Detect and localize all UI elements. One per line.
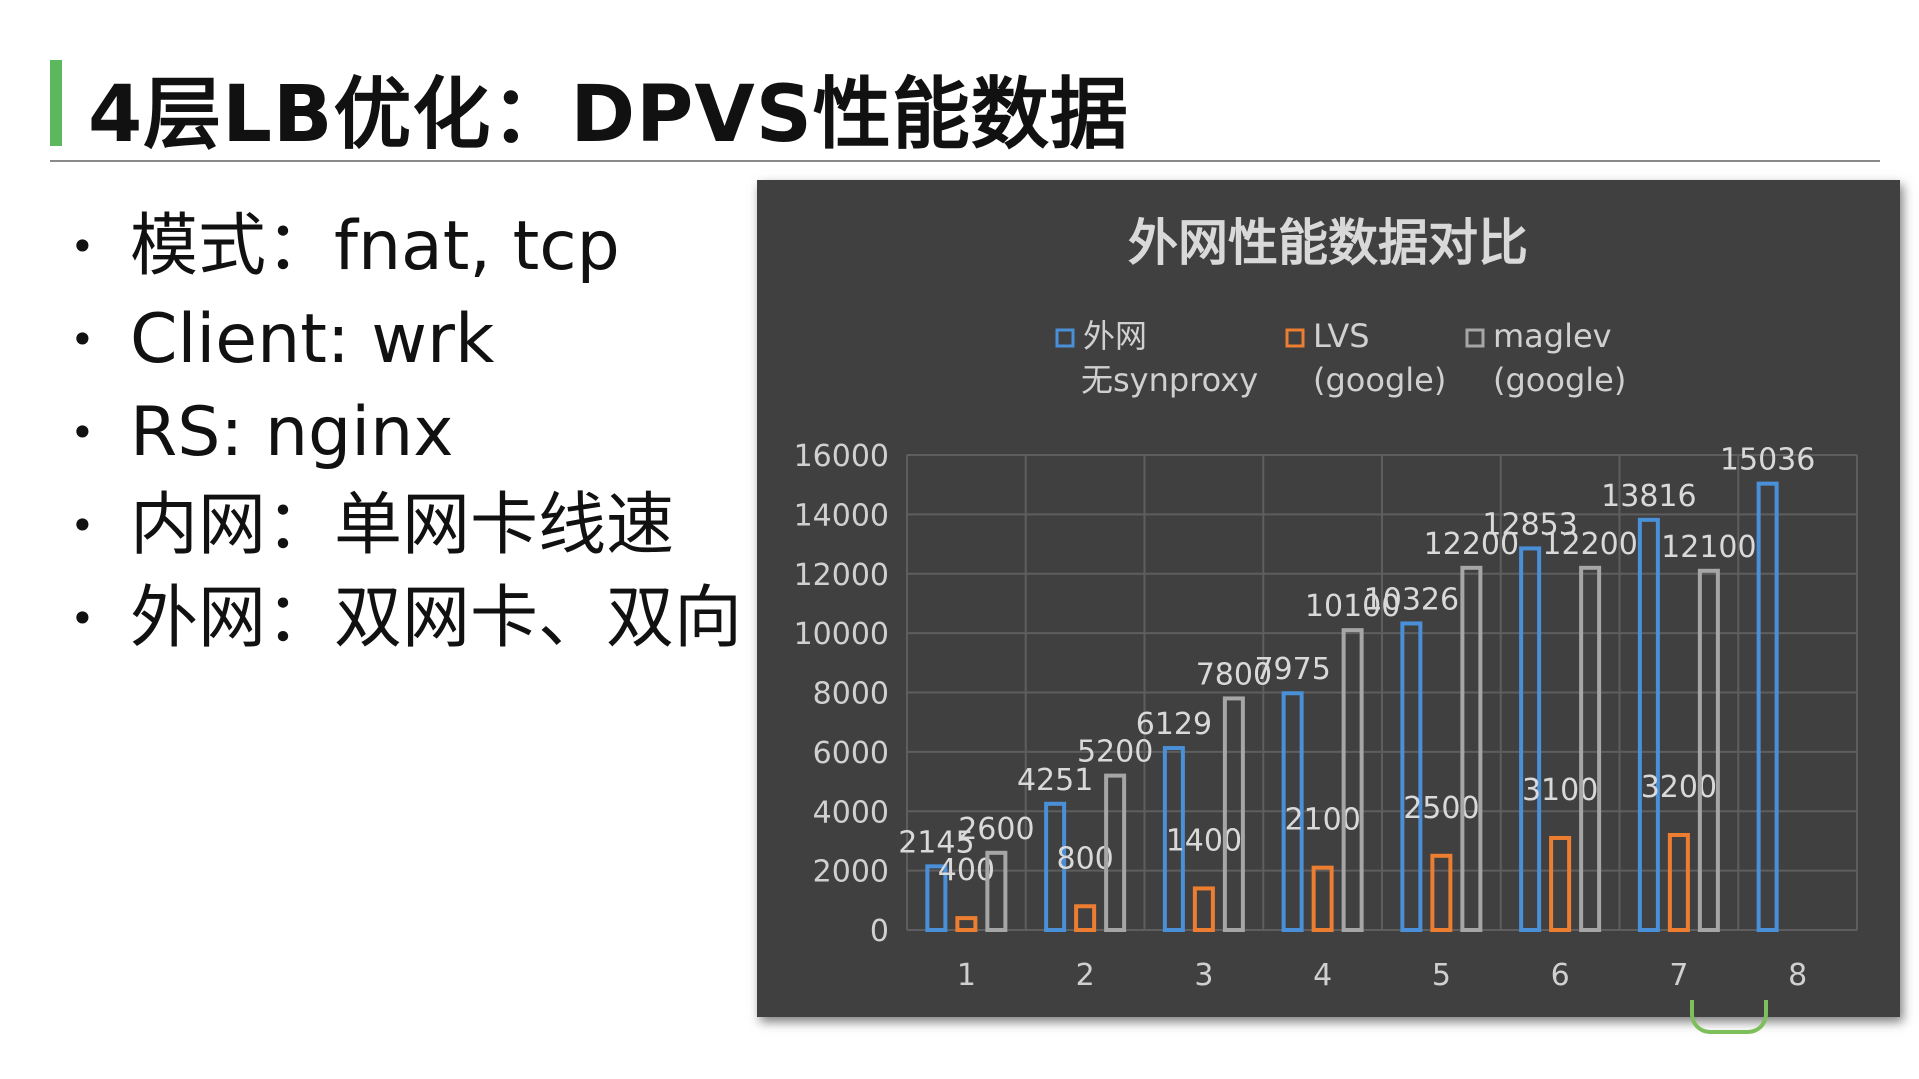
legend-swatch (1055, 328, 1075, 348)
data-label: 2145 (898, 825, 974, 860)
legend-label: 无synproxy (1081, 361, 1258, 399)
page-title: 4层LB优化：DPVS性能数据 (88, 70, 1129, 160)
bar-0 (1162, 746, 1185, 932)
bar-0 (925, 864, 948, 932)
data-label: 2500 (1403, 791, 1479, 826)
data-label: 3200 (1641, 770, 1717, 805)
bar-2 (1697, 568, 1720, 932)
chart-title: 外网性能数据对比 (1128, 214, 1528, 272)
bullet-text: 模式：fnat, tcp (130, 207, 620, 286)
y-tick-label: 10000 (794, 617, 889, 652)
data-label: 12853 (1482, 507, 1577, 542)
x-tick-label: 2 (1076, 958, 1095, 993)
bar-2 (985, 850, 1008, 932)
y-tick-label: 0 (870, 914, 889, 949)
legend-label: LVS (1313, 317, 1370, 355)
data-label: 10100 (1305, 589, 1400, 624)
legend-label: maglev (1493, 317, 1612, 355)
chart-panel: 外网性能数据对比 0 2000 4000 6000 8000 10000 12000 14000… (757, 180, 1900, 1017)
bar-1 (1074, 904, 1097, 932)
data-label: 5200 (1077, 735, 1153, 770)
bar-0 (1519, 546, 1542, 932)
bar-1 (955, 916, 978, 932)
y-tick-label: 6000 (813, 736, 889, 771)
data-label: 7800 (1196, 657, 1272, 692)
data-label: 2600 (958, 812, 1034, 847)
data-label: 12100 (1661, 530, 1756, 565)
y-tick-label: 4000 (813, 795, 889, 830)
x-tick-label: 8 (1788, 958, 1807, 993)
data-label: 13816 (1601, 479, 1696, 514)
bar-2 (1341, 628, 1364, 932)
data-label: 12200 (1424, 527, 1519, 562)
bullet-item: • 外网：双网卡、双向 (70, 572, 742, 665)
title-accent-bar (50, 60, 62, 146)
bar-0 (1044, 801, 1067, 933)
bar-chart: 外网性能数据对比 0 2000 4000 6000 8000 10000 12000 14000… (794, 214, 1858, 993)
title-divider (50, 160, 1880, 162)
data-label: 15036 (1720, 443, 1815, 478)
x-tick-label: 6 (1551, 958, 1570, 993)
bullet-text: Client: wrk (130, 300, 495, 379)
y-tick-label: 14000 (794, 498, 889, 533)
bar-0 (1756, 481, 1779, 932)
y-tick-label: 2000 (813, 855, 889, 890)
bullet-dot-icon: • (70, 222, 95, 271)
data-label: 6129 (1136, 707, 1212, 742)
bar-1 (1549, 835, 1572, 932)
data-label: 7975 (1254, 652, 1330, 687)
x-tick-label: 3 (1194, 958, 1213, 993)
y-tick-label: 12000 (794, 558, 889, 593)
bullet-text: RS: nginx (130, 393, 454, 472)
data-label: 12200 (1542, 527, 1637, 562)
x-tick-label: 7 (1669, 958, 1688, 993)
bullet-dot-icon: • (70, 501, 95, 550)
x-tick-label: 5 (1432, 958, 1451, 993)
bar-1 (1311, 865, 1334, 932)
bar-2 (1460, 565, 1483, 932)
legend-swatch (1285, 328, 1305, 348)
legend-label: 外网 (1083, 317, 1147, 355)
y-tick-label: 8000 (813, 677, 889, 712)
x-tick-label: 4 (1313, 958, 1332, 993)
bullet-item: • 模式：fnat, tcp (70, 200, 742, 293)
legend-label: (google) (1493, 361, 1626, 399)
bullet-list: • 模式：fnat, tcp • Client: wrk • RS: nginx • 内… (70, 200, 742, 665)
data-label: 2100 (1284, 803, 1360, 838)
bar-1 (1667, 833, 1690, 932)
brand-logo-icon (1690, 1000, 1768, 1034)
bar-0 (1400, 621, 1423, 932)
bar-2 (1104, 773, 1127, 932)
bullet-text: 内网：单网卡线速 (130, 486, 675, 565)
bar-1 (1192, 886, 1215, 932)
bullet-item: • Client: wrk (70, 293, 742, 386)
bullet-item: • 内网：单网卡线速 (70, 479, 742, 572)
bar-0 (1637, 517, 1660, 932)
bullet-item: • RS: nginx (70, 386, 742, 479)
bar-1 (1430, 853, 1453, 932)
legend-swatch (1465, 328, 1485, 348)
data-label: 10326 (1364, 582, 1459, 617)
y-tick-label: 16000 (794, 439, 889, 474)
bullet-dot-icon: • (70, 315, 95, 364)
bullet-dot-icon: • (70, 408, 95, 457)
legend-label: (google) (1313, 361, 1446, 399)
data-label: 3100 (1522, 773, 1598, 808)
bullet-dot-icon: • (70, 594, 95, 643)
x-tick-label: 1 (957, 958, 976, 993)
bar-2 (1579, 565, 1602, 932)
data-label: 1400 (1166, 823, 1242, 858)
data-label: 4251 (1017, 763, 1093, 798)
bar-0 (1281, 691, 1304, 932)
bullet-text: 外网：双网卡、双向 (130, 579, 743, 658)
bar-2 (1222, 696, 1245, 932)
